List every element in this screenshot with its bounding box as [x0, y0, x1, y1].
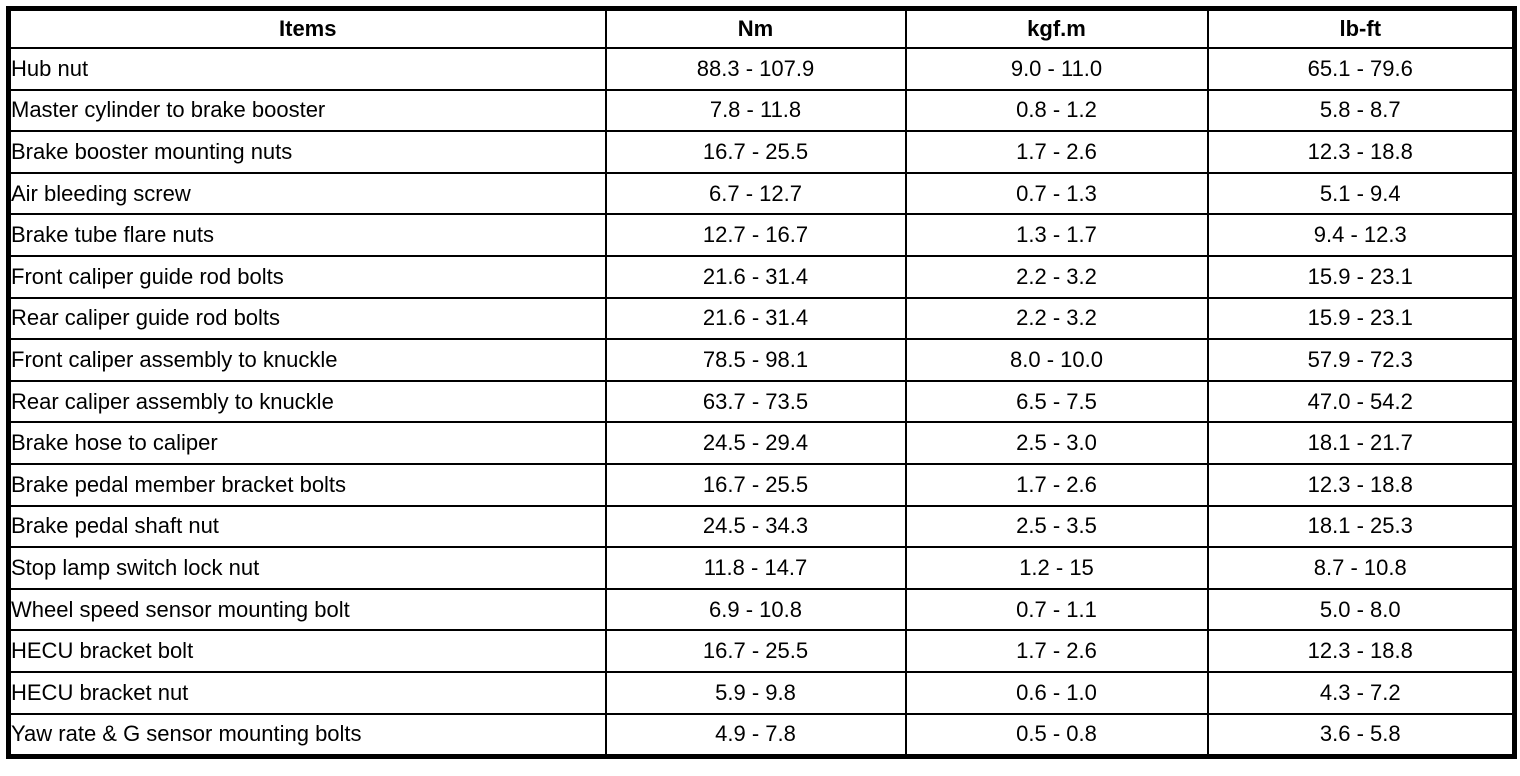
nm-value-cell: 11.8 - 14.7	[604, 546, 907, 590]
table-row: Wheel speed sensor mounting bolt 6.9 - 10…	[7, 587, 1516, 632]
item-name-cell: Hub nut	[7, 47, 607, 91]
item-name-cell: Brake pedal member bracket bolts	[7, 462, 607, 507]
item-name-cell: Front caliper guide rod bolts	[7, 254, 607, 299]
item-name-cell: Stop lamp switch lock nut	[7, 546, 607, 590]
table-row: Air bleeding screw 6.7 - 12.7 0.7 - 1.3 5.1…	[7, 171, 1516, 216]
kgfm-value-cell: 1.7 - 2.6	[904, 629, 1209, 673]
kgfm-value-cell: 1.7 - 2.6	[904, 130, 1209, 174]
table-row: Brake hose to caliper 24.5 - 29.4 2.5 - 3.…	[7, 421, 1516, 465]
item-name-cell: Master cylinder to brake booster	[7, 88, 607, 133]
nm-value-cell: 21.6 - 31.4	[604, 254, 907, 299]
lbft-value-cell: 4.3 - 7.2	[1206, 670, 1516, 715]
item-name-cell: Brake hose to caliper	[7, 421, 607, 465]
lbft-value-cell: 47.0 - 54.2	[1206, 379, 1516, 424]
item-name-cell: Rear caliper guide rod bolts	[7, 296, 607, 341]
lbft-value-cell: 18.1 - 21.7	[1206, 421, 1516, 465]
table-body: Hub nut 88.3 - 107.9 9.0 - 11.0 65.1 - 79.6…	[7, 47, 1516, 758]
lbft-value-cell: 12.3 - 18.8	[1206, 462, 1516, 507]
kgfm-value-cell: 2.2 - 3.2	[904, 254, 1209, 299]
kgfm-value-cell: 0.6 - 1.0	[904, 670, 1209, 715]
nm-value-cell: 5.9 - 9.8	[604, 670, 907, 715]
lbft-value-cell: 18.1 - 25.3	[1206, 504, 1516, 549]
item-name-cell: Rear caliper assembly to knuckle	[7, 379, 607, 424]
lbft-value-cell: 12.3 - 18.8	[1206, 629, 1516, 673]
table-row: Rear caliper guide rod bolts 21.6 - 31.4 2…	[7, 296, 1516, 341]
lbft-value-cell: 15.9 - 23.1	[1206, 254, 1516, 299]
column-header-kgfm: kgf.m	[904, 7, 1209, 49]
lbft-value-cell: 5.8 - 8.7	[1206, 88, 1516, 133]
nm-value-cell: 4.9 - 7.8	[604, 712, 907, 758]
kgfm-value-cell: 0.7 - 1.1	[904, 587, 1209, 632]
nm-value-cell: 6.9 - 10.8	[604, 587, 907, 632]
table-row: Yaw rate & G sensor mounting bolts 4.9 - …	[7, 712, 1516, 758]
table-row: Brake booster mounting nuts 16.7 - 25.5 1.…	[7, 130, 1516, 174]
nm-value-cell: 24.5 - 34.3	[604, 504, 907, 549]
kgfm-value-cell: 2.2 - 3.2	[904, 296, 1209, 341]
lbft-value-cell: 15.9 - 23.1	[1206, 296, 1516, 341]
item-name-cell: Brake pedal shaft nut	[7, 504, 607, 549]
nm-value-cell: 24.5 - 29.4	[604, 421, 907, 465]
item-name-cell: Yaw rate & G sensor mounting bolts	[7, 712, 607, 758]
lbft-value-cell: 12.3 - 18.8	[1206, 130, 1516, 174]
kgfm-value-cell: 9.0 - 11.0	[904, 47, 1209, 91]
item-name-cell: Brake booster mounting nuts	[7, 130, 607, 174]
header-row: Items Nm kgf.m lb-ft	[7, 7, 1516, 49]
table-row: Brake tube flare nuts 12.7 - 16.7 1.3 - 1.…	[7, 213, 1516, 257]
nm-value-cell: 88.3 - 107.9	[604, 47, 907, 91]
item-name-cell: HECU bracket nut	[7, 670, 607, 715]
lbft-value-cell: 8.7 - 10.8	[1206, 546, 1516, 590]
table-row: Master cylinder to brake booster 7.8 - 11…	[7, 88, 1516, 133]
table-row: Rear caliper assembly to knuckle 63.7 - 7…	[7, 379, 1516, 424]
kgfm-value-cell: 1.2 - 15	[904, 546, 1209, 590]
nm-value-cell: 7.8 - 11.8	[604, 88, 907, 133]
nm-value-cell: 16.7 - 25.5	[604, 629, 907, 673]
lbft-value-cell: 5.0 - 8.0	[1206, 587, 1516, 632]
lbft-value-cell: 9.4 - 12.3	[1206, 213, 1516, 257]
table-row: HECU bracket nut 5.9 - 9.8 0.6 - 1.0 4.3 - …	[7, 670, 1516, 715]
column-header-nm: Nm	[604, 7, 907, 49]
column-header-lbft: lb-ft	[1206, 7, 1516, 49]
item-name-cell: Air bleeding screw	[7, 171, 607, 216]
kgfm-value-cell: 2.5 - 3.0	[904, 421, 1209, 465]
nm-value-cell: 78.5 - 98.1	[604, 338, 907, 382]
item-name-cell: Brake tube flare nuts	[7, 213, 607, 257]
nm-value-cell: 16.7 - 25.5	[604, 462, 907, 507]
nm-value-cell: 6.7 - 12.7	[604, 171, 907, 216]
column-header-items: Items	[7, 7, 607, 49]
nm-value-cell: 21.6 - 31.4	[604, 296, 907, 341]
nm-value-cell: 63.7 - 73.5	[604, 379, 907, 424]
table-row: Hub nut 88.3 - 107.9 9.0 - 11.0 65.1 - 79.6	[7, 47, 1516, 91]
kgfm-value-cell: 8.0 - 10.0	[904, 338, 1209, 382]
table-row: Front caliper assembly to knuckle 78.5 - …	[7, 338, 1516, 382]
lbft-value-cell: 65.1 - 79.6	[1206, 47, 1516, 91]
item-name-cell: HECU bracket bolt	[7, 629, 607, 673]
table-row: Stop lamp switch lock nut 11.8 - 14.7 1.2 …	[7, 546, 1516, 590]
kgfm-value-cell: 0.5 - 0.8	[904, 712, 1209, 758]
table-row: Brake pedal member bracket bolts 16.7 - 2…	[7, 462, 1516, 507]
table-row: Brake pedal shaft nut 24.5 - 34.3 2.5 - 3.…	[7, 504, 1516, 549]
lbft-value-cell: 57.9 - 72.3	[1206, 338, 1516, 382]
torque-specification-table: Items Nm kgf.m lb-ft Hub nut 88.3 - 107.9…	[6, 6, 1517, 760]
kgfm-value-cell: 1.3 - 1.7	[904, 213, 1209, 257]
item-name-cell: Front caliper assembly to knuckle	[7, 338, 607, 382]
kgfm-value-cell: 0.7 - 1.3	[904, 171, 1209, 216]
kgfm-value-cell: 2.5 - 3.5	[904, 504, 1209, 549]
item-name-cell: Wheel speed sensor mounting bolt	[7, 587, 607, 632]
kgfm-value-cell: 1.7 - 2.6	[904, 462, 1209, 507]
kgfm-value-cell: 6.5 - 7.5	[904, 379, 1209, 424]
nm-value-cell: 16.7 - 25.5	[604, 130, 907, 174]
nm-value-cell: 12.7 - 16.7	[604, 213, 907, 257]
lbft-value-cell: 5.1 - 9.4	[1206, 171, 1516, 216]
kgfm-value-cell: 0.8 - 1.2	[904, 88, 1209, 133]
lbft-value-cell: 3.6 - 5.8	[1206, 712, 1516, 758]
table-row: Front caliper guide rod bolts 21.6 - 31.4…	[7, 254, 1516, 299]
table-row: HECU bracket bolt 16.7 - 25.5 1.7 - 2.6 12.…	[7, 629, 1516, 673]
